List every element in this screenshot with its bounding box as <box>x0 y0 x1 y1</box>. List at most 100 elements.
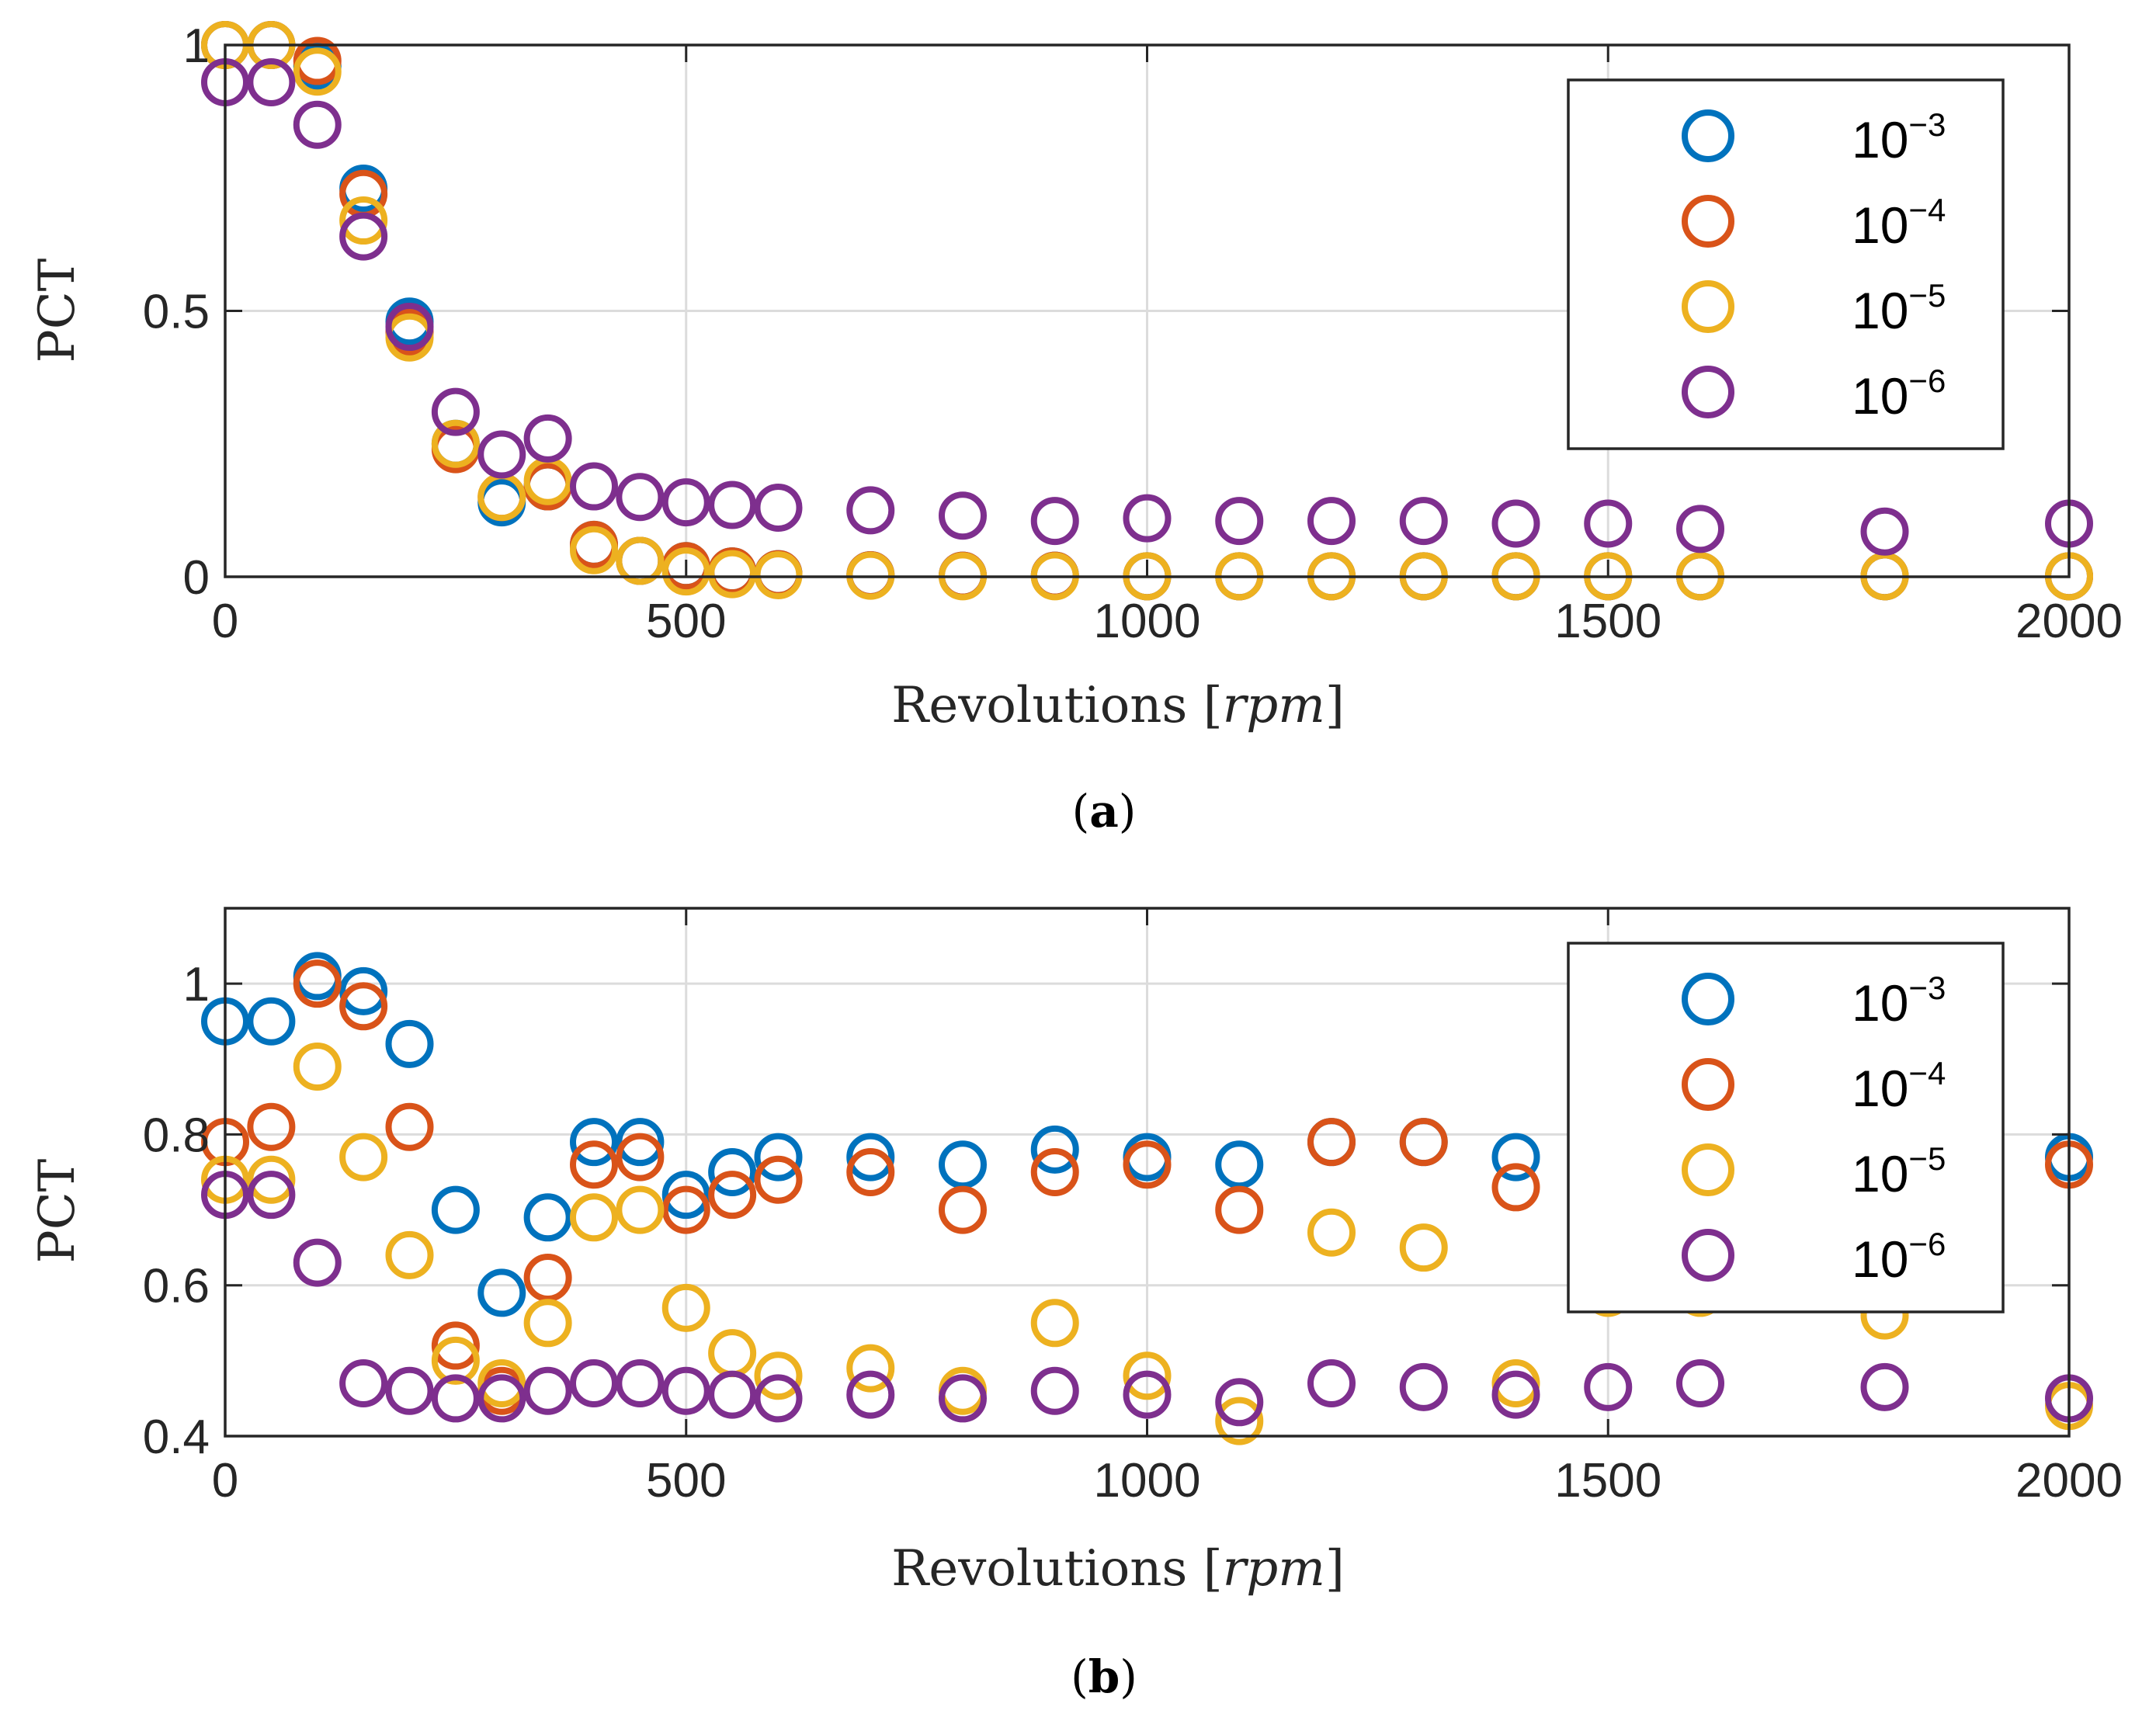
data-point-b-s4 <box>523 1366 572 1415</box>
data-point-b-s4 <box>1123 1370 1172 1419</box>
legend-marker-a-3 <box>1682 280 1734 333</box>
data-point-b-s1 <box>661 1171 710 1220</box>
x-tick-label-b: 0 <box>212 1454 238 1508</box>
data-point-a-s4 <box>1584 499 1633 548</box>
data-point-a-s3 <box>339 196 388 245</box>
data-point-a-s4 <box>570 462 618 511</box>
data-point-b-s3 <box>339 1133 388 1181</box>
data-point-a-s4 <box>661 478 710 527</box>
data-point-b-s1 <box>570 1118 618 1167</box>
legend-box-a <box>1567 78 2005 450</box>
data-point-b-s1 <box>1215 1140 1264 1189</box>
data-point-b-s4 <box>570 1359 618 1407</box>
x-tick-label-b: 500 <box>646 1454 726 1508</box>
data-point-b-s2 <box>708 1171 757 1220</box>
data-point-b-s3 <box>385 1230 434 1279</box>
data-point-a-s4 <box>477 430 526 479</box>
data-point-b-s4 <box>616 1359 665 1407</box>
data-point-b-s1 <box>339 966 388 1015</box>
legend-label-a-1: 10−3 <box>1852 106 1946 168</box>
data-point-b-s2 <box>754 1155 803 1204</box>
legend-marker-b-3 <box>1682 1143 1734 1196</box>
legend-marker-b-2 <box>1682 1058 1734 1111</box>
y-axis-label-b: PCT <box>29 1158 86 1263</box>
y-tick-label-a: 0.5 <box>143 286 210 339</box>
data-point-b-s2 <box>616 1133 665 1181</box>
chart-a: 0 500 1000 1500 2000 0 0.5 1 PCT Revolutions [r… <box>29 19 2123 838</box>
data-point-b-s1 <box>939 1140 987 1189</box>
data-point-b-s1 <box>708 1148 757 1196</box>
legend-label-b-3: 10−5 <box>1852 1140 1946 1202</box>
legend-box-b <box>1567 942 2005 1313</box>
data-point-b-s4 <box>708 1370 757 1419</box>
data-point-a-s4 <box>247 57 296 106</box>
data-point-b-s3 <box>247 1155 296 1204</box>
data-point-b-s4 <box>293 1238 342 1287</box>
data-point-a-s3 <box>661 547 710 596</box>
ticks-b: 0 500 1000 1500 2000 0.4 0.6 0.8 1 <box>143 908 2123 1508</box>
data-point-b-s3 <box>431 1336 480 1385</box>
data-point-b-s4 <box>1676 1359 1724 1407</box>
data-point-b-s4 <box>1399 1362 1448 1411</box>
data-point-b-s2 <box>939 1185 987 1234</box>
data-point-b-s2 <box>431 1321 480 1370</box>
data-point-a-s3 <box>293 47 342 96</box>
data-point-b-s4 <box>385 1366 434 1415</box>
data-point-b-s4 <box>1215 1378 1264 1427</box>
data-point-a-s4 <box>339 212 388 261</box>
data-point-b-s1 <box>477 1268 526 1317</box>
data-point-b-s2 <box>1030 1148 1079 1196</box>
data-point-b-s3 <box>616 1185 665 1234</box>
x-axis-label-a: Revolutions [rpm] <box>891 677 1345 734</box>
data-point-a-s4 <box>1399 497 1448 546</box>
data-point-b-s4 <box>1860 1362 1909 1411</box>
data-point-b-s3 <box>1307 1208 1356 1257</box>
data-point-b-s3 <box>523 1299 572 1348</box>
x-tick-label-a: 0 <box>212 595 238 648</box>
data-point-b-s1 <box>431 1185 480 1234</box>
legend-label-b-2: 10−4 <box>1852 1055 1946 1117</box>
data-point-b-s2 <box>247 1102 296 1151</box>
data-point-b-s3 <box>754 1351 803 1400</box>
data-point-b-s4 <box>339 1359 388 1407</box>
data-point-b-s2 <box>846 1148 895 1196</box>
data-point-b-s4 <box>939 1374 987 1423</box>
legend-marker-b-4 <box>1682 1229 1734 1282</box>
chart-b: 0 500 1000 1500 2000 0.4 0.6 0.8 1 PCT Revolutio… <box>29 907 2123 1703</box>
legend-marker-b-1 <box>1682 973 1734 1025</box>
x-tick-label-a: 2000 <box>2015 595 2123 648</box>
data-point-a-s4 <box>846 486 895 535</box>
data-point-b-s3 <box>293 1043 342 1091</box>
data-point-a-s4 <box>1215 497 1264 546</box>
data-point-b-s1 <box>1491 1133 1540 1181</box>
legend-label-b-4: 10−6 <box>1852 1226 1946 1288</box>
caption-b: (b) <box>1071 1650 1137 1703</box>
x-tick-label-a: 1500 <box>1554 595 1661 648</box>
data-point-b-s1 <box>385 1019 434 1068</box>
data-point-b-s2 <box>661 1185 710 1234</box>
data-point-b-s3 <box>477 1359 526 1407</box>
data-point-b-s2 <box>1307 1118 1356 1167</box>
data-point-a-s4 <box>385 303 434 352</box>
data-point-b-s3 <box>1399 1223 1448 1272</box>
data-point-a-s3 <box>708 550 757 599</box>
data-point-a-s4 <box>1030 497 1079 546</box>
x-axis-label-b: Revolutions [rpm] <box>891 1540 1345 1598</box>
data-point-b-s4 <box>1584 1362 1633 1411</box>
data-point-b-s2 <box>523 1254 572 1302</box>
data-point-b-s2 <box>1491 1163 1540 1212</box>
data-point-b-s2 <box>570 1140 618 1189</box>
data-point-b-s1 <box>616 1118 665 1167</box>
data-point-a-s4 <box>1307 497 1356 546</box>
legend-label-a-4: 10−6 <box>1852 363 1946 425</box>
legend-marker-a-4 <box>1682 366 1734 418</box>
y-tick-label-a: 0 <box>183 551 210 605</box>
data-point-a-s4 <box>523 414 572 463</box>
data-point-a-s4 <box>1860 507 1909 556</box>
data-point-a-s4 <box>1123 494 1172 543</box>
legend-a: 10−3 10−4 10−5 10−6 <box>1567 78 2005 450</box>
data-point-b-s1 <box>754 1133 803 1181</box>
data-point-a-s4 <box>754 483 803 532</box>
data-point-b-s3 <box>708 1329 757 1378</box>
legend-b: 10−3 10−4 10−5 10−6 <box>1567 942 2005 1313</box>
